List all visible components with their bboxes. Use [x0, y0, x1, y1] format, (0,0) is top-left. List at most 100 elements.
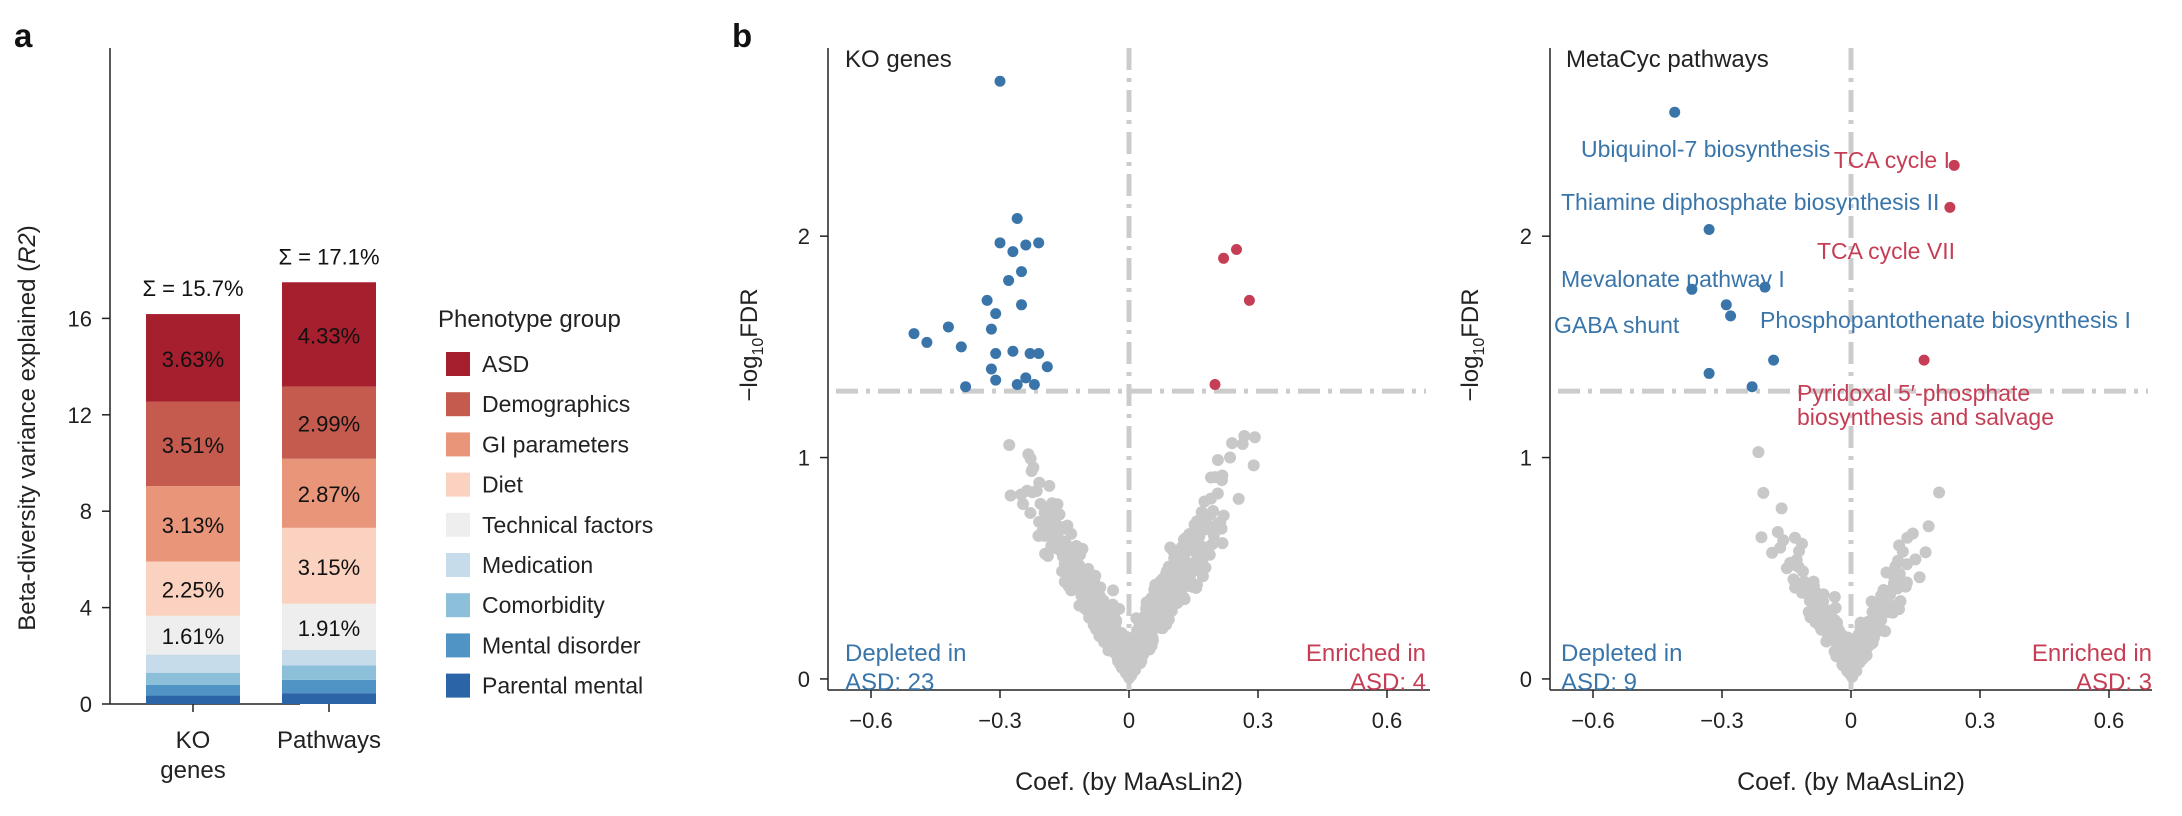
depleted-point — [1703, 367, 1715, 379]
bar-segment-label: 3.13% — [162, 513, 224, 538]
depleted-point — [1020, 239, 1032, 251]
nonsignificant-point — [1104, 599, 1117, 612]
depleted-point — [1028, 378, 1040, 390]
nonsignificant-point — [1919, 546, 1932, 559]
nonsignificant-point — [1170, 568, 1183, 581]
nonsignificant-point — [1207, 504, 1220, 517]
nonsignificant-point — [1105, 608, 1118, 621]
nonsignificant-point — [1196, 552, 1209, 565]
nonsignificant-point — [1024, 506, 1037, 519]
legend-label: GI parameters — [482, 431, 629, 457]
bar-total-label: Σ = 15.7% — [142, 276, 243, 301]
nonsignificant-point — [1088, 573, 1101, 586]
bar-segment — [146, 314, 240, 402]
ko-title: KO genes — [845, 46, 952, 73]
pathway-annotation: Phosphopantothenate biosynthesis I — [1760, 307, 2131, 333]
legend-label: Medication — [482, 552, 593, 578]
x-tick-label: genes — [160, 757, 225, 784]
panel-a-bars: 1.61% 2.25% 3.13% 3.51% 3.63% Σ = 15.7% 1.91% 3… — [142, 244, 380, 704]
depleted-point — [1041, 361, 1053, 373]
bar-segment — [146, 615, 240, 655]
nonsignificant-point — [1043, 479, 1056, 492]
y-tick-label: 2 — [798, 224, 810, 249]
legend-label: Diet — [482, 472, 524, 498]
depleted-point — [1759, 281, 1771, 293]
nonsignificant-point — [1149, 606, 1162, 619]
enriched-point — [1231, 243, 1242, 255]
bar-segment — [146, 695, 240, 704]
panel-a-axes: 0 4 8 12 16 KO genes Pathways — [68, 48, 381, 784]
x-tick-label: 0.6 — [2094, 708, 2125, 733]
pathway-annotation: Thiamine diphosphate biosynthesis II — [1561, 189, 1939, 215]
depleted-point — [990, 348, 1002, 360]
depleted-point — [908, 328, 920, 340]
nonsignificant-point — [1053, 538, 1066, 551]
nonsignificant-point — [1046, 497, 1059, 510]
bar-segment — [282, 693, 376, 704]
legend-label: Technical factors — [482, 512, 653, 538]
legend-swatch — [446, 352, 470, 376]
nonsignificant-point — [1171, 597, 1184, 610]
x-tick-label: −0.3 — [978, 708, 1021, 733]
nonsignificant-point — [1129, 649, 1142, 662]
bar-segment — [146, 654, 240, 673]
nonsignificant-point — [1217, 509, 1230, 522]
depleted-point — [1703, 224, 1715, 236]
depleted-point — [1686, 283, 1698, 295]
nonsignificant-point — [1211, 453, 1224, 466]
legend-swatch — [446, 553, 470, 577]
nonsignificant-point — [1195, 506, 1208, 519]
nonsignificant-point — [1886, 606, 1899, 619]
x-tick-label: 0.3 — [1243, 708, 1274, 733]
depleted-point — [990, 308, 1002, 320]
bar-segment-label: 1.91% — [298, 616, 360, 641]
nonsignificant-point — [1188, 563, 1201, 576]
nonsignificant-point — [1180, 542, 1193, 555]
nonsignificant-point — [1817, 595, 1830, 608]
legend-swatch — [446, 432, 470, 457]
depleted-point — [985, 323, 997, 335]
nonsignificant-point — [1804, 605, 1817, 618]
nonsignificant-point — [1190, 578, 1203, 591]
depleted-point — [1003, 274, 1015, 286]
nonsignificant-point — [1901, 531, 1914, 544]
nonsignificant-point — [1891, 582, 1904, 595]
legend-swatch — [446, 593, 470, 618]
nonsignificant-point — [1038, 529, 1051, 542]
depleted-point — [981, 294, 993, 306]
bar-segment — [282, 386, 376, 459]
nonsignificant-point — [1154, 584, 1167, 597]
bar-segment — [282, 527, 376, 604]
nonsignificant-point — [1216, 537, 1229, 550]
nonsignificant-point — [1145, 623, 1158, 636]
y-tick-label: 1 — [798, 446, 810, 471]
nonsignificant-point — [1078, 565, 1091, 578]
bar-segment-label: 3.51% — [162, 433, 224, 458]
nonsignificant-point — [1129, 657, 1142, 670]
nonsignificant-point — [1206, 538, 1219, 551]
pathway-annotation: Pyridoxal 5′-phosphate — [1797, 380, 2030, 406]
nonsignificant-point — [1021, 484, 1034, 497]
legend-swatch — [446, 673, 470, 698]
bar-segment — [282, 282, 376, 387]
bar-segment — [282, 679, 376, 694]
nonsignificant-point — [1798, 585, 1811, 598]
depleted-point — [1746, 381, 1758, 393]
legend-swatch — [446, 633, 470, 658]
meta-enriched-line2: ASD: 3 — [2076, 669, 2152, 696]
nonsignificant-point — [1900, 576, 1913, 589]
nonsignificant-point — [1248, 431, 1261, 444]
legend-label: Comorbidity — [482, 592, 605, 618]
nonsignificant-point — [1117, 661, 1130, 674]
pathway-annotation: GABA shunt — [1554, 312, 1680, 338]
bar-segment — [282, 603, 376, 650]
bar-segment-label: 3.63% — [162, 347, 224, 372]
legend-label: Demographics — [482, 391, 630, 417]
bar-segment — [146, 401, 240, 487]
nonsignificant-point — [1226, 437, 1239, 450]
legend-label: Mental disorder — [482, 632, 641, 658]
bar-segment — [146, 672, 240, 685]
depleted-point — [1033, 348, 1045, 360]
legend-swatch — [446, 392, 470, 417]
bar-segment-label: 2.87% — [298, 482, 360, 507]
